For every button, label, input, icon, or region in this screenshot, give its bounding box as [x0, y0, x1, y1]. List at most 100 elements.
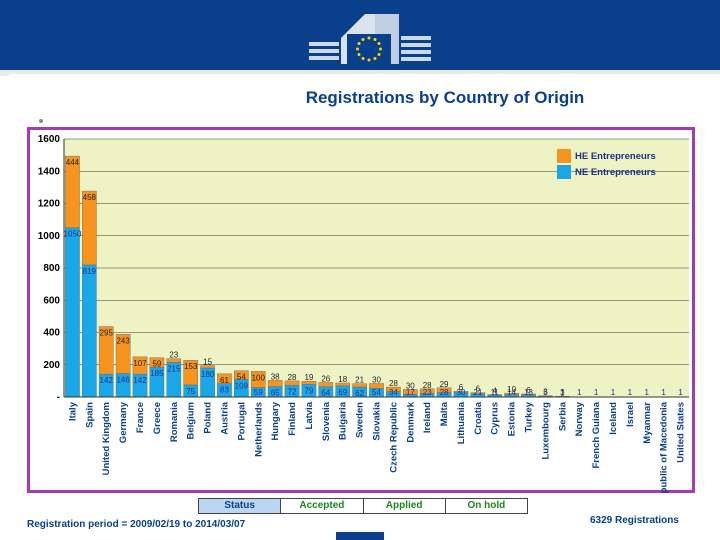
data-label-ne: 54 — [372, 388, 381, 397]
data-label-he: 28 — [423, 381, 432, 390]
bar-he — [301, 380, 317, 385]
data-label-ne: 17 — [406, 388, 415, 397]
bar-he — [166, 358, 182, 363]
bar-ne — [65, 227, 80, 398]
x-tick-label: Bulgaria — [338, 401, 349, 440]
data-label-ne: 79 — [304, 386, 313, 395]
data-label-he: 6 — [459, 383, 464, 392]
x-tick-label: Finland — [287, 402, 298, 436]
data-label-he: 28 — [288, 373, 297, 382]
x-tick-label: Lithuania — [456, 401, 467, 444]
data-label-he: 10 — [507, 385, 516, 394]
y-tick-label: 600 — [43, 295, 60, 306]
x-tick-label: Iceland — [608, 402, 619, 435]
bar-he — [284, 380, 300, 386]
bar-he — [386, 386, 401, 392]
data-label-ne: 3 — [560, 388, 565, 397]
data-label-he: 107 — [133, 359, 147, 368]
bar-he — [82, 190, 97, 266]
x-tick-label: Croatia — [473, 401, 484, 434]
data-label-ne: 34 — [389, 388, 398, 397]
y-tick-label: 1200 — [38, 199, 61, 210]
data-label-ne: 59 — [254, 388, 263, 397]
bar-he — [521, 393, 536, 396]
legend-swatch-ne — [557, 165, 571, 179]
x-tick-label: Belgium — [186, 402, 197, 439]
data-label-ne: 83 — [220, 386, 229, 395]
data-label-ne: 819 — [83, 267, 97, 276]
data-label-ne: 109 — [235, 381, 249, 390]
data-label-ne: 21 — [473, 388, 482, 397]
data-label-he: 295 — [100, 329, 114, 338]
data-label-ne: 5 — [543, 388, 548, 397]
data-label-he: 38 — [271, 372, 280, 381]
data-label-ne: 13 — [524, 388, 533, 397]
x-tick-label: Republic of Macedonia — [659, 401, 670, 493]
data-label-ne: 30 — [457, 388, 466, 397]
ec-logo — [309, 14, 431, 64]
bullet-dot — [39, 119, 43, 123]
y-tick-label: 1400 — [38, 166, 61, 177]
data-label-he: 458 — [83, 193, 97, 202]
data-label-ne: 72 — [288, 387, 297, 396]
data-label-ne: 11 — [491, 388, 500, 397]
bar-he — [115, 334, 131, 374]
data-label-he: 6 — [526, 386, 531, 395]
bar-he — [419, 388, 435, 394]
x-tick-label: Cyprus — [490, 402, 501, 435]
data-label-he: 21 — [355, 376, 364, 385]
bar-he — [132, 356, 148, 375]
x-tick-label: Turkey — [524, 401, 535, 432]
data-label-ne: 185 — [150, 369, 164, 378]
data-label-ne: 1 — [611, 388, 616, 397]
x-tick-label: Denmark — [405, 401, 416, 442]
x-tick-label: United States — [676, 402, 687, 463]
x-tick-label: Poland — [203, 402, 214, 434]
legend-label-he: HE Entrepreneurs — [575, 151, 656, 162]
x-tick-label: Germany — [118, 401, 129, 443]
x-tick-label: Estonia — [507, 401, 518, 436]
footer-block — [336, 532, 384, 540]
x-tick-label: Serbia — [557, 401, 568, 431]
x-tick-label: Norway — [574, 401, 585, 436]
x-tick-label: Czech Republic — [388, 402, 399, 473]
data-label-ne: 69 — [338, 388, 347, 397]
x-tick-label: France — [135, 402, 146, 433]
x-tick-label: Latvia — [304, 401, 315, 429]
y-tick-label: - — [57, 392, 60, 403]
x-tick-label: Netherlands — [253, 402, 264, 457]
data-label-ne: 65 — [271, 389, 280, 398]
bar-he — [369, 383, 384, 389]
bar-he — [352, 383, 367, 388]
x-tick-label: Greece — [152, 402, 163, 434]
data-label-ne: 142 — [133, 376, 147, 385]
x-tick-label: Austria — [219, 401, 230, 434]
x-tick-label: Spain — [84, 402, 95, 428]
x-tick-label: Slovakia — [372, 401, 383, 440]
data-label-he: 243 — [116, 336, 130, 345]
x-tick-label: Myanmar — [642, 402, 653, 444]
bar-he — [436, 387, 452, 393]
header-underline — [0, 70, 720, 76]
data-label-ne: 142 — [100, 376, 114, 385]
bar-he — [250, 371, 266, 388]
data-label-he: 54 — [237, 373, 246, 382]
x-tick-label: Slovenia — [321, 401, 332, 441]
data-label-ne: 1050 — [64, 230, 82, 239]
data-label-he: 3 — [543, 388, 548, 397]
data-label-he: 19 — [304, 373, 313, 382]
bar-he — [217, 373, 232, 384]
y-tick-label: 200 — [43, 360, 60, 371]
data-label-ne: 1 — [645, 388, 650, 397]
data-label-he: 28 — [389, 379, 398, 388]
data-label-he: 6 — [476, 385, 481, 394]
bar-he — [267, 380, 283, 387]
data-label-ne: 146 — [116, 375, 130, 384]
bar-he — [183, 360, 198, 386]
data-label-ne: 215 — [167, 364, 181, 373]
data-label-ne: 75 — [186, 387, 195, 396]
x-tick-label: Portugal — [236, 402, 247, 441]
x-tick-label: Malta — [439, 401, 450, 426]
data-label-he: 18 — [338, 375, 347, 384]
bar-he — [149, 357, 165, 368]
